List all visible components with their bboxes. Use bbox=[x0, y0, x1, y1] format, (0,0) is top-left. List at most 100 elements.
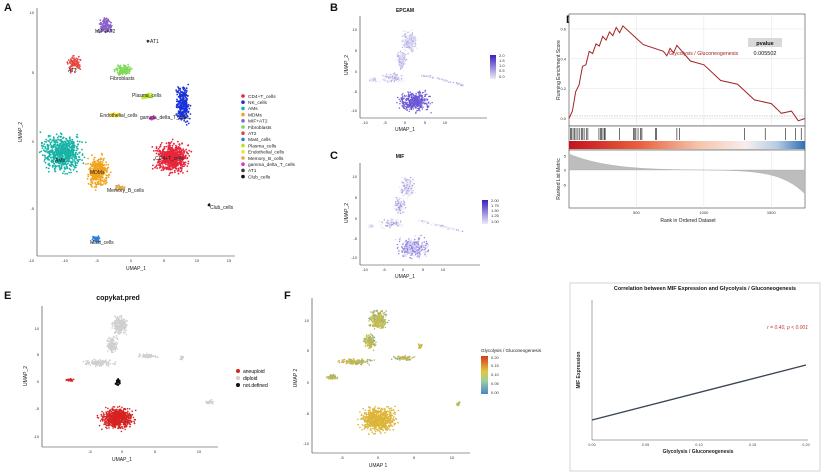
panel-b-xtick: 0 bbox=[404, 120, 407, 125]
panel-f-ytick: 10 bbox=[305, 318, 310, 323]
panel-a-xtick: 5 bbox=[163, 258, 166, 263]
panel-e-ytick: -5 bbox=[35, 406, 39, 411]
panel-g-correlation: Correlation between MIF Expression and G… bbox=[0, 0, 824, 474]
panel-b-colorbar bbox=[490, 55, 496, 79]
panel-f-ytick: 5 bbox=[307, 348, 310, 353]
panel-c-ytick: 10 bbox=[353, 174, 358, 179]
legend-label: not.defined bbox=[243, 383, 268, 389]
panel-a-ylabel: UMAP_2 bbox=[18, 122, 24, 142]
panel-a-xtick: -10 bbox=[62, 258, 69, 263]
panel-a-ytick: 5 bbox=[32, 70, 35, 75]
cluster-mdms bbox=[85, 153, 112, 191]
panel-e-copykat: copykat.pred -5 0 5 10 10 5 0 -5 -10 UMA… bbox=[0, 0, 824, 474]
legend-dot bbox=[241, 138, 245, 142]
cluster-at2 bbox=[67, 55, 82, 74]
legend-dot-aneuploid bbox=[236, 369, 240, 373]
panel-a-ytick: 0 bbox=[32, 139, 35, 144]
legend-dot bbox=[241, 144, 245, 148]
cluster-label: Fibroblasts bbox=[110, 76, 135, 82]
legend-dot bbox=[241, 175, 245, 179]
panel-c-ytick: -10 bbox=[351, 255, 358, 260]
cluster-mif-at2 bbox=[97, 17, 113, 33]
panel-c-mif: MIF -10 -5 0 5 10 10 5 0 -5 -10 UMAP_1 U… bbox=[0, 0, 824, 474]
legend-label: AMs bbox=[248, 106, 258, 112]
panel-g-xlabel: Glycolysis / Gluconeogenesis bbox=[663, 449, 734, 455]
cluster-nk-cells bbox=[175, 84, 191, 126]
panel-b-xtick: 10 bbox=[443, 120, 448, 125]
panel-label-g: G bbox=[570, 292, 579, 304]
panel-f-legend-tick: 0.20 bbox=[491, 355, 500, 360]
panel-f-ytick: 0 bbox=[307, 380, 310, 385]
panel-f-legend-tick: 0.15 bbox=[491, 363, 500, 368]
panel-c-xtick: 5 bbox=[422, 267, 425, 272]
panel-a-ytick: -5 bbox=[30, 206, 34, 211]
panel-g-xtick: 0.15 bbox=[749, 443, 756, 447]
legend-dot bbox=[241, 100, 245, 104]
rank-heat-strip bbox=[569, 141, 805, 149]
panel-a-xtick: 10 bbox=[195, 258, 200, 263]
cluster-label: AMs bbox=[55, 158, 66, 164]
legend-label: Plasma_cells bbox=[248, 143, 277, 149]
curve-label: Glycolysis / Gluconeogenesis bbox=[669, 51, 739, 57]
cluster-mast-cells bbox=[92, 235, 101, 244]
panel-d-gsea: Glycolysis / Gluconeogenesis pvalue 0.00… bbox=[0, 0, 824, 474]
panel-d-ytick-bottom: 0 bbox=[564, 168, 567, 173]
panel-label-f: F bbox=[284, 290, 291, 302]
panel-f-ylabel: UMAP 2 bbox=[293, 369, 299, 388]
panel-c-ylabel: UMAP_2 bbox=[344, 203, 350, 223]
panel-f-colorbar bbox=[481, 356, 488, 394]
cluster-label: AT2 bbox=[68, 68, 77, 74]
panel-g-annotation: r = 0.40, p < 0.001 bbox=[767, 325, 808, 331]
panel-e-scatter bbox=[65, 315, 214, 432]
cluster-gamma-delta-t-cells bbox=[149, 115, 156, 121]
panel-b-legend-tick: 2.0 bbox=[499, 53, 505, 58]
pvalue-header: pvalue bbox=[756, 41, 773, 47]
panel-e-ytick: 5 bbox=[37, 352, 40, 357]
panel-c-ytick: -5 bbox=[353, 236, 357, 241]
panel-d-ytick: 0.2 bbox=[560, 86, 566, 91]
panel-d-ytick: 0.6 bbox=[560, 26, 566, 31]
legend-label: MDMs bbox=[248, 112, 262, 118]
panel-b-ytick: 10 bbox=[353, 27, 358, 32]
legend-label: Endothelial_cells bbox=[248, 150, 285, 156]
cluster-label: AT1 bbox=[150, 39, 159, 45]
legend-dot-diploid bbox=[236, 376, 240, 380]
legend-dot bbox=[241, 150, 245, 154]
panel-f-xtick: -5 bbox=[340, 455, 344, 460]
panel-d-xtick: 1500 bbox=[767, 210, 777, 215]
legend-label: aneuploid bbox=[243, 369, 265, 375]
panel-d-ytick: 0.0 bbox=[560, 116, 566, 121]
panel-e-xtick: -5 bbox=[88, 449, 92, 454]
cluster-label: MDMs bbox=[90, 170, 105, 176]
panel-b-scatter bbox=[369, 30, 464, 114]
panel-f-glycolysis: -5 0 5 10 10 5 0 -5 -10 UMAP 1 UMAP 2 Gl… bbox=[0, 0, 824, 474]
panel-a-umap: -10 -5 0 5 10 15 10 5 0 -5 -10 UMAP_1 UM… bbox=[0, 0, 824, 474]
panel-f-legend-title: Glycolysis / Gluconeogenesis bbox=[481, 348, 542, 353]
enrichment-curve bbox=[569, 26, 805, 121]
panel-c-legend-tick: 1.00 bbox=[491, 219, 500, 224]
panel-d-xtick: 1000 bbox=[699, 210, 709, 215]
legend-dot bbox=[241, 169, 245, 173]
legend-label: diploid bbox=[243, 376, 258, 382]
panel-g-xtick: 0.10 bbox=[695, 443, 702, 447]
panel-c-title: MIF bbox=[396, 154, 405, 160]
panel-c-legend-tick: 2.00 bbox=[491, 198, 500, 203]
panel-e-xtick: 0 bbox=[121, 449, 124, 454]
panel-d-ylabel-bottom: Ranked List Metric bbox=[556, 158, 562, 200]
cluster-plasma-cells bbox=[141, 93, 154, 100]
panel-e-ytick: -10 bbox=[33, 434, 40, 439]
panel-c-legend-tick: 1.25 bbox=[491, 213, 500, 218]
panel-f-xtick: 0 bbox=[377, 455, 380, 460]
cluster-endothelial-cells bbox=[109, 112, 121, 118]
panel-g-title: Correlation between MIF Expression and G… bbox=[614, 286, 796, 292]
panel-b-ytick: -5 bbox=[353, 89, 357, 94]
cluster-label: Plasma_cells bbox=[132, 93, 162, 99]
legend-label: Fibroblasts bbox=[248, 125, 272, 131]
panel-a-ytick: -10 bbox=[28, 258, 35, 263]
panel-c-xlabel: UMAP_1 bbox=[395, 274, 415, 280]
panel-g-xtick: 0.00 bbox=[588, 443, 595, 447]
legend-dot bbox=[241, 107, 245, 111]
panel-d-xtick: 500 bbox=[633, 210, 640, 215]
panel-b-epcam: EPCAM -10 -5 0 5 10 10 5 0 -5 -10 UMAP_1… bbox=[0, 0, 824, 474]
panel-b-ytick: 0 bbox=[355, 69, 358, 74]
